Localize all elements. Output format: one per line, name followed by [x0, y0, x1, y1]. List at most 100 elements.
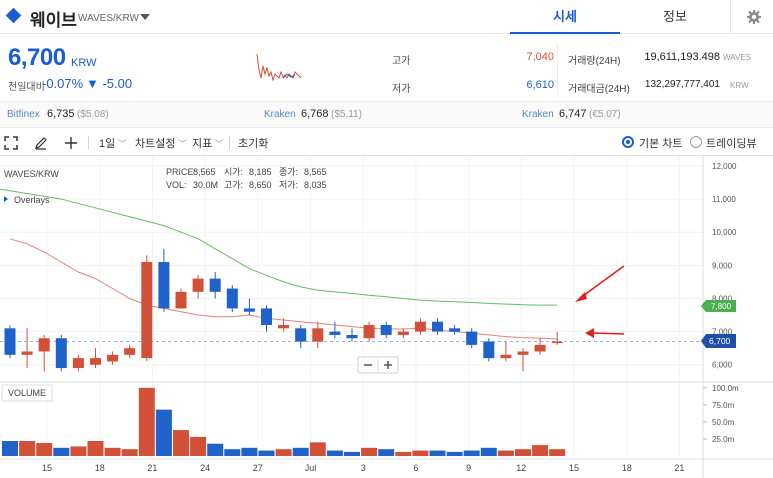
candle-body: [21, 351, 33, 355]
volume-bar: [173, 430, 189, 456]
readout-high-label: 고가:: [224, 180, 243, 190]
indicators-label: 지표: [192, 138, 213, 150]
fullscreen-icon[interactable]: [4, 136, 18, 150]
x-tick-label: 15: [42, 463, 52, 473]
candle-body: [295, 328, 307, 342]
ohlc-readout: PRICE: 8,565 시가: 8,185 종가: 8,565 VOL: 30…: [166, 167, 327, 190]
indicators-menu[interactable]: 지표 ﹀: [192, 138, 224, 150]
volume-bar: [2, 441, 18, 456]
volume-bar: [497, 450, 514, 456]
tab-info[interactable]: 정보: [663, 9, 687, 24]
volume-bar: [241, 447, 258, 456]
volume-bars: [2, 387, 566, 456]
x-tick-label: 6: [413, 463, 418, 473]
exchange-price: 6,747: [559, 108, 587, 120]
overlays-toggle[interactable]: Overlays: [14, 195, 50, 205]
chevron-down-icon[interactable]: [140, 14, 150, 20]
basic-chart-radio[interactable]: [622, 136, 634, 148]
reset-button[interactable]: 초기화: [238, 138, 269, 150]
volume-bar: [532, 445, 549, 456]
mini-price-sparkline: [256, 53, 302, 82]
tradingview-radio[interactable]: [690, 136, 702, 148]
ma-tag-text: 7,800: [711, 302, 732, 311]
exchange-name[interactable]: Kraken: [264, 109, 296, 120]
tab-price[interactable]: 시세: [510, 0, 620, 34]
high-value: 7,040: [526, 51, 554, 63]
exchange-name[interactable]: Bitfinex: [7, 109, 40, 120]
volume-bar: [429, 450, 446, 456]
exchange-price: 6,768: [301, 108, 329, 120]
y-tick-label: 11,000: [712, 195, 736, 204]
exchange-eur-price: (€5.07): [589, 109, 621, 120]
volume-bar: [155, 409, 172, 456]
x-tick-label: 24: [200, 463, 210, 473]
chart-settings-menu[interactable]: 차트설정 ﹀: [135, 138, 187, 150]
y-tick-label: 9,000: [712, 261, 733, 270]
change-value: ▼ -5.00: [86, 76, 133, 91]
x-tick-label: 27: [253, 463, 263, 473]
zoom-in-icon: [384, 361, 392, 369]
readout-price: 8,565: [193, 167, 216, 177]
toolbar-divider: [229, 136, 230, 150]
coin-name[interactable]: 웨이브: [30, 11, 77, 30]
coin-pair[interactable]: WAVES/KRW: [78, 13, 139, 24]
readout-close-label: 종가:: [279, 167, 298, 177]
ma-price-tag: 7,800: [701, 300, 736, 312]
volume-bar: [446, 451, 463, 456]
volume-bar: [361, 447, 378, 456]
candle-body: [534, 344, 546, 352]
basic-chart-label[interactable]: 기본 차트: [639, 138, 683, 150]
candle-body: [551, 341, 563, 344]
readout-open: 8,185: [249, 167, 272, 177]
candle-body: [278, 324, 290, 329]
readout-low: 8,035: [304, 180, 327, 190]
stats-divider: [557, 44, 558, 94]
volume-bar: [190, 436, 207, 456]
candle-body: [243, 308, 255, 312]
x-tick-label: Jul: [305, 463, 317, 473]
low-value: 6,610: [526, 79, 554, 91]
crosshair-icon[interactable]: [64, 136, 78, 150]
y-tick-label: 12,000: [712, 162, 737, 171]
x-tick-label: 12: [516, 463, 526, 473]
volume-bar: [87, 441, 104, 456]
price-chart[interactable]: 12,000 11,000 10,000 9,000 8,000 7,000 6,000 15…: [0, 156, 773, 478]
readout-open-label: 시가:: [224, 167, 243, 177]
readout-price-label: PRICE:: [166, 167, 196, 177]
pencil-icon[interactable]: [34, 136, 48, 150]
tradingview-label[interactable]: 트레이딩뷰: [706, 138, 757, 150]
amount-label: 거래대금(24H): [568, 84, 630, 95]
candle-body: [261, 308, 272, 325]
annotation-arrow: [575, 265, 625, 302]
volume-bar: [275, 449, 292, 456]
x-tick-label: 21: [674, 463, 684, 473]
volume-bar: [395, 451, 412, 456]
candle-body: [329, 331, 341, 335]
candle-body: [141, 262, 153, 359]
volume-bar: [463, 450, 480, 456]
moving-average-lines: [0, 188, 558, 340]
exchange-price-row: [0, 101, 773, 128]
candle-body: [397, 331, 409, 335]
volume-bar: [344, 451, 360, 456]
volume-bar: [224, 449, 241, 456]
interval-select[interactable]: 1일 ﹀: [99, 138, 127, 150]
volume-bar: [138, 387, 155, 456]
volume-unit: WAVES: [723, 53, 752, 62]
exchange-price: 6,735: [47, 108, 75, 120]
gear-icon[interactable]: [730, 0, 773, 34]
y-tick-label: 6,000: [712, 361, 733, 370]
volume-bar: [515, 449, 531, 456]
readout-vol-label: VOL:: [166, 180, 187, 190]
change-percent: -0.07%: [42, 76, 84, 91]
triangle-right-icon[interactable]: [4, 196, 8, 202]
volume-bar: [309, 442, 326, 456]
exchange-name[interactable]: Kraken: [522, 109, 554, 120]
zoom-control[interactable]: [357, 356, 399, 374]
y-tick-label: 8,000: [712, 294, 733, 303]
candle-body: [158, 262, 170, 309]
volume-value: 19,611,193.498: [644, 51, 720, 63]
y-tick-label: 7,000: [712, 328, 733, 337]
x-tick-label: 18: [622, 463, 632, 473]
candle-body: [380, 324, 392, 335]
